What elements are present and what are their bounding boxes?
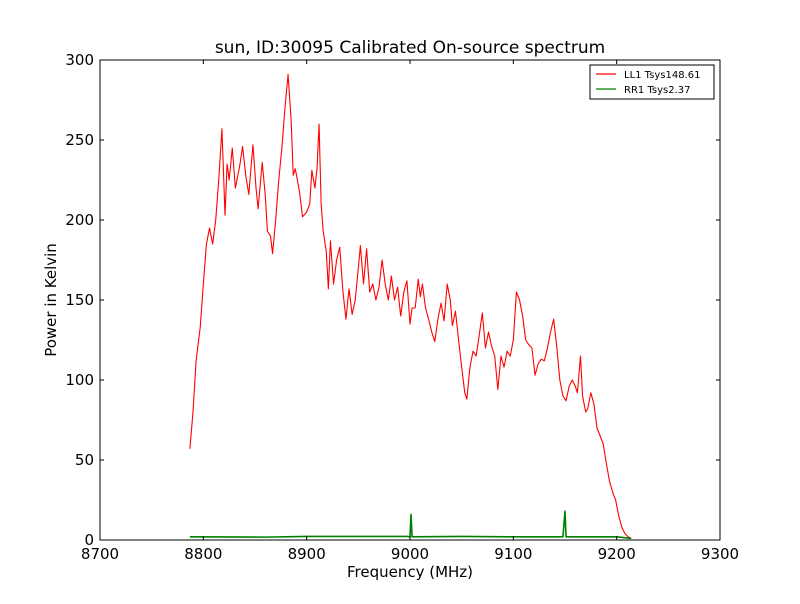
legend: LL1 Tsys148.61 RR1 Tsys2.37 <box>589 64 715 100</box>
x-tick-label: 9200 <box>598 545 636 563</box>
y-tick-label: 50 <box>75 451 94 469</box>
y-tick-label: 200 <box>65 211 94 229</box>
x-tick-label: 8700 <box>81 545 119 563</box>
y-tick-label: 0 <box>84 531 94 549</box>
y-tick-label: 150 <box>65 291 94 309</box>
legend-label-ll1: LL1 Tsys148.61 <box>624 70 700 81</box>
y-axis-label: Power in Kelvin <box>42 243 60 357</box>
legend-box <box>589 64 715 100</box>
x-tick-label: 9300 <box>701 545 739 563</box>
y-tick-label: 300 <box>65 51 94 69</box>
x-tick-label: 8800 <box>184 545 222 563</box>
x-tick-label: 8900 <box>288 545 326 563</box>
series-line-rr1 <box>189 510 632 540</box>
x-axis-label: Frequency (MHz) <box>347 563 473 581</box>
y-tick-label: 100 <box>65 371 94 389</box>
plot-area: 8700 8800 8900 9000 9100 9200 9300 0 50 100 150 200… <box>65 51 739 563</box>
y-tick-label: 250 <box>65 131 94 149</box>
series-line-ll1 <box>189 73 632 539</box>
legend-label-rr1: RR1 Tsys2.37 <box>624 85 691 96</box>
x-tick-label: 9100 <box>494 545 532 563</box>
x-tick-label: 9000 <box>391 545 429 563</box>
chart-title: sun, ID:30095 Calibrated On-source spect… <box>215 38 605 58</box>
